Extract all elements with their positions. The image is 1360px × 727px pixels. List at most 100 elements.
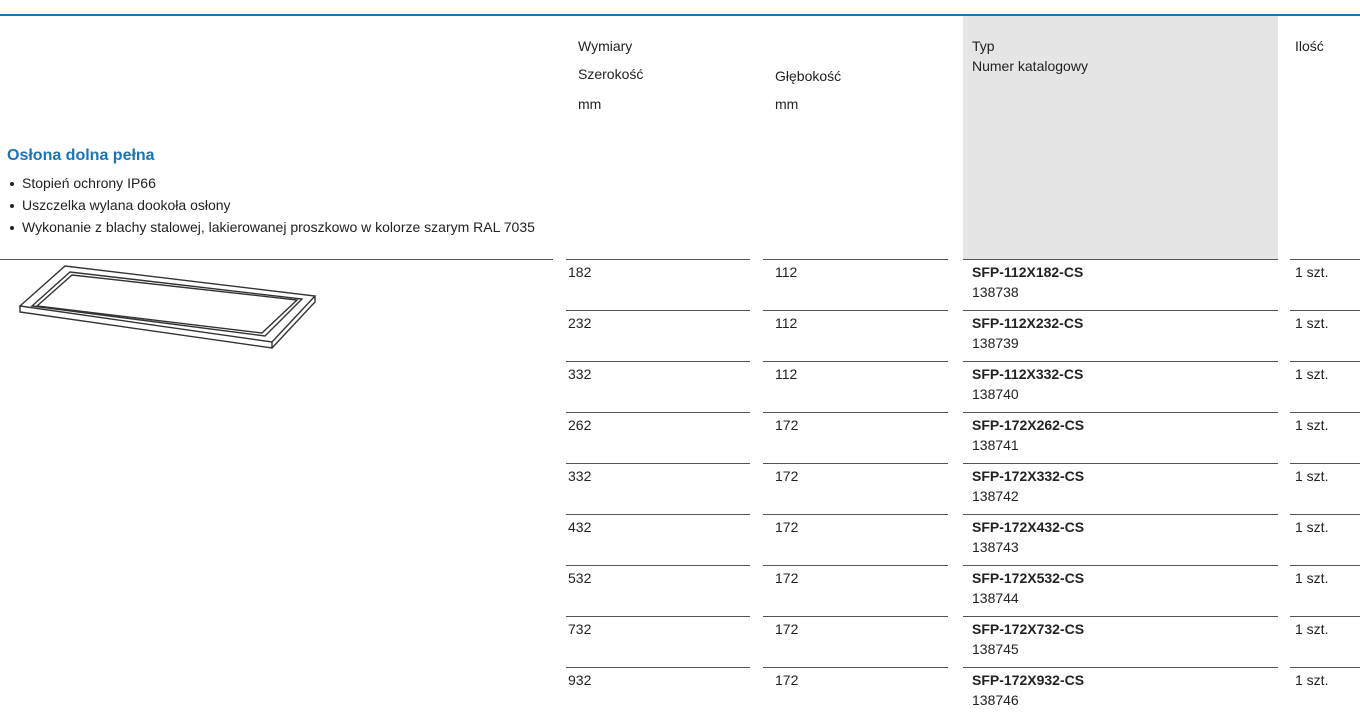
- bullet-text: Stopień ochrony IP66: [22, 175, 156, 191]
- header-catalog-number: Numer katalogowy: [972, 58, 1088, 74]
- row-rule: [1290, 514, 1360, 515]
- quantity-cell: 1 szt.: [1295, 366, 1329, 382]
- row-rule: [763, 412, 948, 413]
- type-cell: SFP-172X432-CS: [972, 519, 1085, 535]
- width-cell: 332: [568, 366, 592, 382]
- header-width-unit: mm: [578, 96, 602, 112]
- row-rule: [1290, 412, 1360, 413]
- row-rule: [963, 565, 1278, 566]
- type-cell: SFP-172X932-CS: [972, 672, 1085, 688]
- row-rule: [763, 361, 948, 362]
- type-cell: SFP-172X532-CS: [972, 570, 1085, 586]
- row-rule: [963, 361, 1278, 362]
- type-cell: SFP-172X332-CS: [972, 468, 1085, 484]
- row-rule: [963, 310, 1278, 311]
- depth-cell: 172: [775, 417, 799, 433]
- quantity-cell: 1 szt.: [1295, 417, 1329, 433]
- section-title: Osłona dolna pełna: [7, 147, 155, 164]
- row-rule: [566, 616, 750, 617]
- type-cell: SFP-112X182-CS: [972, 264, 1084, 280]
- row-rule: [1290, 361, 1360, 362]
- type-cell: SFP-112X232-CS: [972, 315, 1084, 331]
- bullet-dot: [10, 204, 14, 208]
- type-cell: SFP-112X332-CS: [972, 366, 1084, 382]
- catalog-cell: 138743: [972, 539, 1019, 555]
- quantity-cell: 1 szt.: [1295, 468, 1329, 484]
- row-rule: [1290, 667, 1360, 668]
- row-rule: [763, 259, 948, 260]
- type-cell: SFP-172X262-CS: [972, 417, 1085, 433]
- depth-cell: 172: [775, 672, 799, 688]
- catalog-cell: 138745: [972, 641, 1019, 657]
- catalog-cell: 138741: [972, 437, 1019, 453]
- bullet-dot: [10, 182, 14, 186]
- width-cell: 532: [568, 570, 592, 586]
- row-rule: [566, 463, 750, 464]
- row-rule: [566, 514, 750, 515]
- type-column-shade: [963, 16, 1278, 259]
- row-rule: [963, 616, 1278, 617]
- row-rule: [763, 667, 948, 668]
- depth-cell: 172: [775, 468, 799, 484]
- row-rule: [566, 565, 750, 566]
- width-cell: 432: [568, 519, 592, 535]
- width-cell: 932: [568, 672, 592, 688]
- quantity-cell: 1 szt.: [1295, 621, 1329, 637]
- top-rule: [0, 14, 1360, 16]
- row-rule: [763, 616, 948, 617]
- row-rule: [763, 565, 948, 566]
- row-rule: [566, 361, 750, 362]
- depth-cell: 112: [775, 264, 798, 280]
- row-rule: [1290, 259, 1360, 260]
- row-rule: [1290, 616, 1360, 617]
- catalog-cell: 138738: [972, 284, 1019, 300]
- bullet-dot: [10, 226, 14, 230]
- quantity-cell: 1 szt.: [1295, 264, 1329, 280]
- quantity-cell: 1 szt.: [1295, 519, 1329, 535]
- row-rule: [963, 514, 1278, 515]
- catalog-cell: 138739: [972, 335, 1019, 351]
- catalog-cell: 138744: [972, 590, 1019, 606]
- header-dimensions: Wymiary: [578, 38, 633, 54]
- type-cell: SFP-172X732-CS: [972, 621, 1085, 637]
- depth-cell: 112: [775, 366, 798, 382]
- header-type: Typ: [972, 38, 995, 54]
- catalog-cell: 138740: [972, 386, 1019, 402]
- header-depth-unit: mm: [775, 96, 799, 112]
- width-cell: 262: [568, 417, 592, 433]
- width-cell: 232: [568, 315, 592, 331]
- width-cell: 332: [568, 468, 592, 484]
- row-rule: [1290, 463, 1360, 464]
- depth-cell: 172: [775, 570, 799, 586]
- row-rule: [566, 412, 750, 413]
- quantity-cell: 1 szt.: [1295, 570, 1329, 586]
- row-rule: [763, 310, 948, 311]
- row-rule: [1290, 565, 1360, 566]
- row-rule: [0, 259, 553, 260]
- product-image: [18, 265, 317, 349]
- quantity-cell: 1 szt.: [1295, 315, 1329, 331]
- depth-cell: 112: [775, 315, 798, 331]
- bullet-text: Wykonanie z blachy stalowej, lakierowane…: [22, 219, 535, 235]
- header-depth: Głębokość: [775, 68, 842, 84]
- catalog-cell: 138746: [972, 692, 1019, 708]
- depth-cell: 172: [775, 621, 799, 637]
- quantity-cell: 1 szt.: [1295, 672, 1329, 688]
- row-rule: [963, 463, 1278, 464]
- row-rule: [566, 667, 750, 668]
- row-rule: [566, 310, 750, 311]
- bullet-text: Uszczelka wylana dookoła osłony: [22, 197, 231, 213]
- row-rule: [963, 412, 1278, 413]
- row-rule: [763, 463, 948, 464]
- row-rule: [963, 667, 1278, 668]
- header-quantity: Ilość: [1295, 38, 1324, 54]
- depth-cell: 172: [775, 519, 799, 535]
- row-rule: [566, 259, 750, 260]
- row-rule: [763, 514, 948, 515]
- catalog-cell: 138742: [972, 488, 1019, 504]
- width-cell: 182: [568, 264, 592, 280]
- row-rule: [1290, 310, 1360, 311]
- header-width: Szerokość: [578, 66, 644, 82]
- width-cell: 732: [568, 621, 592, 637]
